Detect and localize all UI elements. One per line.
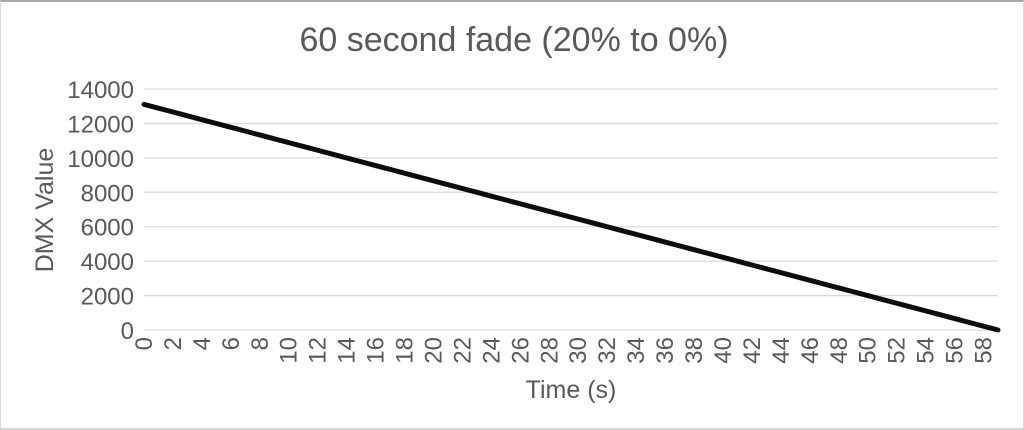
x-tick-label: 46 (797, 337, 824, 364)
x-tick-label: 28 (536, 337, 563, 364)
x-tick-label: 52 (884, 337, 911, 364)
x-tick-label: 18 (392, 337, 419, 364)
x-tick-label: 8 (247, 337, 274, 350)
x-tick-label: 2 (160, 337, 187, 350)
x-tick-label: 48 (826, 337, 853, 364)
x-tick-label: 50 (855, 337, 882, 364)
y-tick-label: 0 (121, 318, 134, 345)
x-tick-label: 30 (565, 337, 592, 364)
x-tick-label: 20 (420, 337, 447, 364)
x-tick-label: 54 (913, 337, 940, 364)
x-tick-label: 22 (449, 337, 476, 364)
x-tick-label: 36 (652, 337, 679, 364)
x-tick-label: 12 (305, 337, 332, 364)
y-tick-label: 4000 (81, 249, 134, 276)
x-tick-label: 34 (623, 337, 650, 364)
y-tick-label: 6000 (81, 215, 134, 242)
y-tick-label: 10000 (67, 146, 134, 173)
x-tick-label: 24 (478, 337, 505, 364)
y-tick-label: 14000 (67, 77, 134, 104)
y-axis-title: DMX Value (31, 148, 59, 273)
x-tick-label: 14 (334, 337, 361, 364)
x-tick-label: 56 (942, 337, 969, 364)
x-tick-label: 4 (189, 337, 216, 350)
x-tick-label: 0 (131, 337, 158, 350)
x-tick-label: 58 (971, 337, 998, 364)
y-tick-label: 8000 (81, 180, 134, 207)
x-tick-label: 10 (276, 337, 303, 364)
x-tick-label: 6 (218, 337, 245, 350)
y-tick-label: 12000 (67, 111, 134, 138)
data-series-group (141, 101, 1001, 333)
x-tick-label: 40 (710, 337, 737, 364)
x-tick-label: 42 (739, 337, 766, 364)
y-tick-label: 2000 (81, 284, 134, 311)
horizontal-gridlines (144, 88, 998, 331)
x-tick-label: 44 (768, 337, 795, 364)
fade-series-line (141, 101, 1001, 333)
x-axis-tick-labels: 0 2 4 6 8 10 12 14 16 18 20 22 24 26 28 30 32 34 36 38 40 42 4… (131, 337, 998, 364)
y-axis-tick-labels: 0 2000 4000 6000 8000 10000 12000 14000 (67, 77, 134, 345)
x-axis-title: Time (s) (526, 376, 617, 404)
x-tick-label: 16 (363, 337, 390, 364)
x-tick-label: 38 (681, 337, 708, 364)
chart-title: 60 second fade (20% to 0%) (299, 21, 728, 59)
x-tick-label: 32 (594, 337, 621, 364)
x-tick-label: 26 (507, 337, 534, 364)
